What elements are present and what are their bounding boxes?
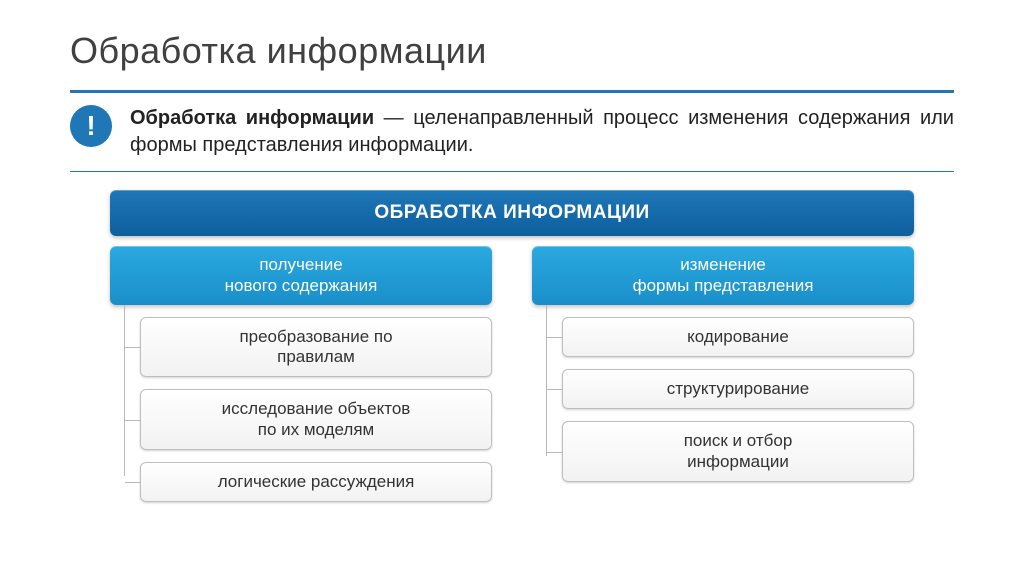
item-box: преобразование по правилам	[140, 317, 492, 378]
divider-bottom	[70, 171, 954, 172]
definition-text: Обработка информации — целенаправленный …	[130, 105, 954, 159]
category-box: изменение формы представления	[532, 246, 914, 305]
branch-items: кодирование структурирование поиск и отб…	[532, 305, 914, 483]
branch-right: изменение формы представления кодировани…	[532, 246, 914, 502]
definition-block: ! Обработка информации — целенаправленны…	[70, 105, 954, 159]
branch-items: преобразование по правилам исследование …	[110, 305, 492, 503]
item-box: структурирование	[562, 369, 914, 409]
item-box: кодирование	[562, 317, 914, 357]
branch-left: получение нового содержания преобразован…	[110, 246, 492, 502]
definition-term: Обработка информации	[130, 107, 374, 129]
item-box: исследование объектов по их моделям	[140, 389, 492, 450]
diagram-root: ОБРАБОТКА ИНФОРМАЦИИ	[110, 190, 914, 236]
divider-top	[70, 90, 954, 93]
diagram-branches: получение нового содержания преобразован…	[110, 246, 914, 502]
item-box: логические рассуждения	[140, 462, 492, 502]
page-title: Обработка информации	[70, 30, 954, 72]
item-box: поиск и отбор информации	[562, 421, 914, 482]
category-box: получение нового содержания	[110, 246, 492, 305]
diagram: ОБРАБОТКА ИНФОРМАЦИИ получение нового со…	[70, 190, 954, 502]
exclamation-icon: !	[70, 105, 112, 147]
